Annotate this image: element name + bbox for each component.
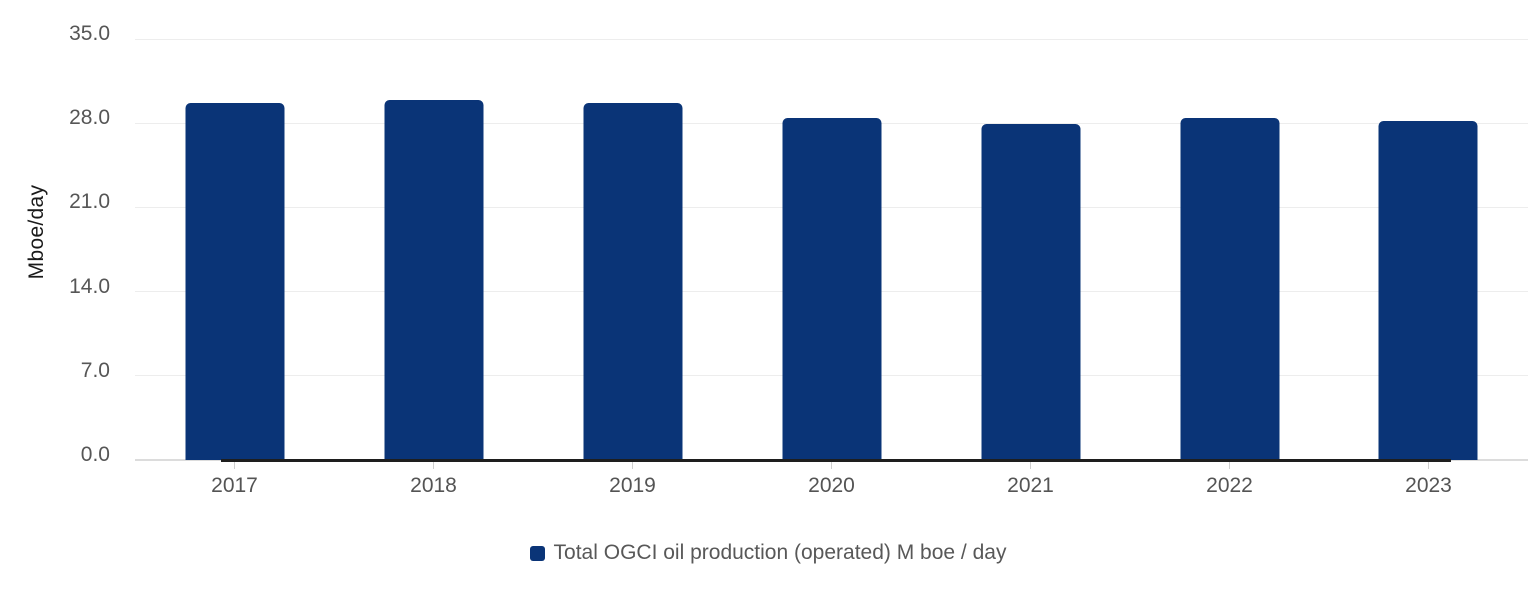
x-axis-tick-label: 2017 xyxy=(211,474,258,497)
x-axis-tick xyxy=(632,460,633,469)
y-axis-tick-label: 35.0 xyxy=(69,22,110,45)
plot-area xyxy=(135,38,1528,469)
x-axis-tick-label: 2022 xyxy=(1206,474,1253,497)
legend-swatch[interactable] xyxy=(529,545,545,561)
x-axis-tick-labels: 2017 2018 2019 2020 2021 2022 2023 xyxy=(135,474,1528,498)
x-axis-tick xyxy=(433,460,434,469)
legend-label[interactable]: Total OGCI oil production (operated) M b… xyxy=(553,541,1007,564)
x-axis-tick xyxy=(1229,460,1230,469)
bar-2017[interactable] xyxy=(185,102,284,460)
legend: Total OGCI oil production (operated) M b… xyxy=(0,541,1536,565)
bar-2023[interactable] xyxy=(1378,120,1478,460)
x-axis-tick xyxy=(831,460,832,469)
bar-2020[interactable] xyxy=(782,118,881,460)
y-axis-tick-label: 28.0 xyxy=(69,106,110,130)
x-axis-tick xyxy=(233,460,235,469)
gridline xyxy=(135,38,1528,40)
bar-2018[interactable] xyxy=(384,100,483,460)
x-axis-tick xyxy=(1428,460,1429,469)
x-axis-tick-label: 2018 xyxy=(410,474,457,497)
x-axis-baseline xyxy=(221,459,1452,462)
bar-2019[interactable] xyxy=(583,102,682,460)
bar-2021[interactable] xyxy=(981,124,1080,460)
x-axis-tick-label: 2021 xyxy=(1007,474,1054,497)
y-axis-tick-label: 21.0 xyxy=(69,190,110,214)
y-axis-tick-label: 7.0 xyxy=(80,358,110,382)
y-axis-tick-label: 14.0 xyxy=(69,274,110,298)
x-axis-tick-label: 2019 xyxy=(609,474,656,497)
x-axis-tick-label: 2023 xyxy=(1405,474,1452,497)
x-axis-tick xyxy=(1030,460,1031,469)
x-axis-tick-label: 2020 xyxy=(808,474,855,497)
bar-2022[interactable] xyxy=(1180,118,1279,460)
y-axis-tick-label: 0.0 xyxy=(80,443,110,466)
y-axis-tick-labels: 0.0 7.0 14.0 21.0 28.0 35.0 xyxy=(0,22,110,466)
